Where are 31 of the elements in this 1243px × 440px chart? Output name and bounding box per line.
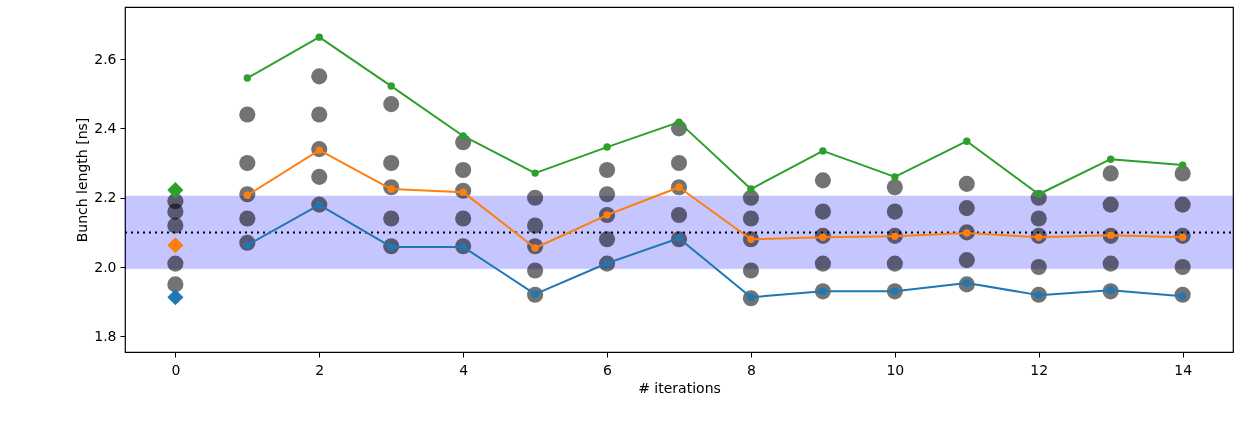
x-tick-label: 14 [1174, 361, 1193, 378]
point [315, 33, 323, 41]
x-tick-label: 0 [171, 361, 181, 378]
x-axis-title: # iterations [638, 379, 721, 396]
point [963, 137, 971, 145]
point [459, 132, 467, 140]
point [531, 169, 539, 177]
y-tick-label: 1.8 [94, 327, 117, 344]
point [167, 237, 184, 254]
x-tick-label: 4 [459, 361, 469, 378]
point [603, 143, 611, 151]
y-tick-label: 2.6 [94, 50, 117, 67]
x-tick-label: 6 [603, 361, 613, 378]
x-tick-label: 8 [746, 361, 756, 378]
point [243, 74, 252, 82]
y-tick-label: 2.0 [94, 258, 117, 275]
y-axis-title: Bunch length [ns] [74, 117, 91, 243]
point [891, 173, 899, 181]
point [1178, 161, 1187, 169]
point [819, 147, 827, 155]
x-tick-label: 12 [1030, 361, 1049, 378]
point [675, 118, 683, 126]
y-tick-label: 2.2 [94, 189, 117, 206]
x-tick-label: 10 [886, 361, 905, 378]
point [167, 182, 184, 199]
x-tick-label: 2 [315, 361, 325, 378]
point [747, 185, 755, 193]
y-tick-label: 2.4 [94, 119, 117, 136]
point [167, 289, 184, 306]
point [387, 82, 395, 90]
point [1106, 155, 1115, 163]
